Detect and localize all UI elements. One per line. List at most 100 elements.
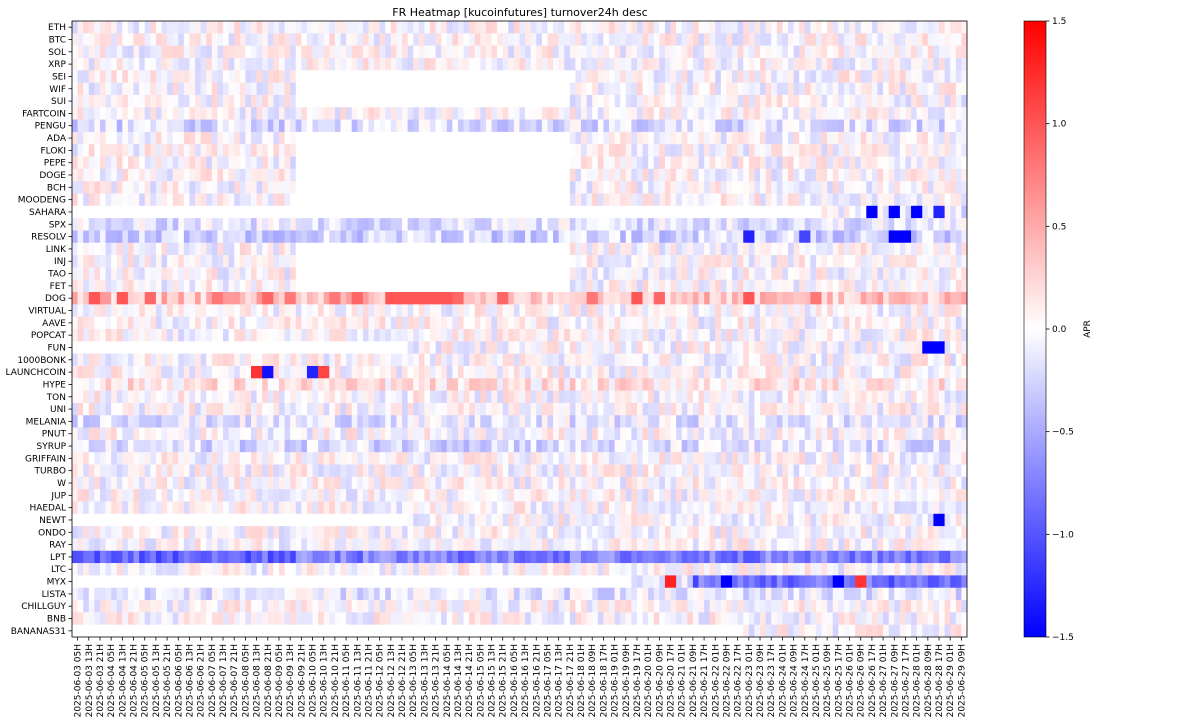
heatmap-cell (894, 255, 901, 268)
heatmap-cell (362, 230, 369, 244)
heatmap-cell (223, 144, 229, 157)
heatmap-cell (609, 94, 615, 108)
heatmap-cell (609, 279, 615, 293)
heatmap-cell (737, 70, 744, 83)
heatmap-cell (782, 131, 789, 145)
heatmap-cell (435, 193, 442, 207)
heatmap-cell (357, 390, 364, 404)
heatmap-cell (592, 193, 599, 207)
heatmap-cell (782, 329, 789, 342)
heatmap-cell (877, 341, 884, 354)
heatmap-cell (899, 94, 906, 108)
heatmap-cell (659, 21, 666, 34)
heatmap-cell (843, 156, 850, 170)
heatmap-cell (491, 292, 498, 305)
heatmap-cell (603, 119, 610, 133)
heatmap-cell (933, 57, 940, 71)
heatmap-cell (625, 131, 632, 145)
heatmap-cell (251, 33, 257, 46)
heatmap-cell (642, 131, 649, 145)
heatmap-cell (676, 341, 683, 354)
heatmap-cell (402, 255, 408, 268)
heatmap-cell (474, 255, 481, 268)
heatmap-cell (508, 119, 515, 133)
heatmap-cell (362, 205, 369, 219)
heatmap-cell (871, 218, 878, 231)
heatmap-cell (497, 218, 504, 231)
heatmap-cell (553, 144, 559, 157)
heatmap-cell (586, 70, 593, 83)
heatmap-cell (418, 316, 425, 330)
heatmap-cell (284, 267, 291, 281)
heatmap-cell (77, 353, 84, 367)
heatmap-cell (748, 378, 755, 391)
heatmap-cell (446, 57, 453, 71)
heatmap-cell (866, 82, 873, 96)
heatmap-cell (497, 45, 504, 59)
heatmap-cell (709, 341, 716, 354)
heatmap-cell (418, 341, 425, 354)
heatmap-cell (525, 255, 531, 268)
heatmap-cell (586, 230, 593, 244)
heatmap-cell (139, 94, 146, 108)
heatmap-cell (301, 181, 308, 194)
heatmap-cell (480, 218, 487, 231)
heatmap-cell (284, 255, 291, 268)
heatmap-cell (525, 205, 531, 219)
heatmap-cell (127, 230, 134, 244)
heatmap-cell (888, 304, 895, 317)
heatmap-cell (916, 242, 923, 256)
heatmap-cell (793, 193, 800, 207)
heatmap-cell (474, 267, 481, 281)
heatmap-cell (217, 402, 224, 416)
heatmap-cell (402, 390, 408, 404)
heatmap-cell (664, 316, 671, 330)
heatmap-cell (323, 156, 330, 170)
heatmap-cell (88, 218, 95, 231)
heatmap-cell (183, 218, 190, 231)
heatmap-cell (939, 341, 945, 354)
heatmap-cell (614, 144, 621, 157)
heatmap-cell (927, 181, 934, 194)
heatmap-cell (77, 131, 84, 145)
heatmap-cell (681, 353, 688, 367)
heatmap-cell (732, 94, 738, 108)
heatmap-cell (206, 255, 213, 268)
heatmap-cell (452, 230, 459, 244)
heatmap-cell (144, 353, 151, 367)
heatmap-cell (290, 316, 297, 330)
heatmap-cell (681, 57, 688, 71)
heatmap-cell (290, 181, 297, 194)
heatmap-cell (94, 144, 101, 157)
heatmap-cell (256, 57, 263, 71)
heatmap-cell (77, 304, 84, 317)
heatmap-cell (843, 181, 850, 194)
heatmap-cell (77, 107, 84, 120)
heatmap-cell (139, 218, 146, 231)
heatmap-cell (508, 316, 515, 330)
heatmap-cell (933, 107, 940, 120)
heatmap-cell (239, 329, 246, 342)
heatmap-cell (754, 329, 761, 342)
heatmap-cell (536, 168, 543, 182)
heatmap-cell (911, 193, 917, 207)
heatmap-cell (368, 33, 375, 46)
heatmap-cell (346, 279, 352, 293)
heatmap-cell (720, 304, 727, 317)
heatmap-cell (374, 218, 380, 231)
heatmap-cell (262, 329, 269, 342)
heatmap-cell (77, 402, 84, 416)
heatmap-cell (782, 341, 789, 354)
heatmap-cell (368, 279, 375, 293)
heatmap-cell (306, 21, 313, 34)
heatmap-cell (625, 353, 632, 367)
heatmap-cell (469, 21, 476, 34)
heatmap-cell (905, 156, 912, 170)
heatmap-cell (111, 156, 118, 170)
heatmap-cell (776, 255, 783, 268)
heatmap-cell (72, 304, 78, 317)
heatmap-cell (457, 242, 464, 256)
heatmap-cell (530, 33, 537, 46)
heatmap-cell (804, 131, 811, 145)
heatmap-cell (480, 33, 487, 46)
